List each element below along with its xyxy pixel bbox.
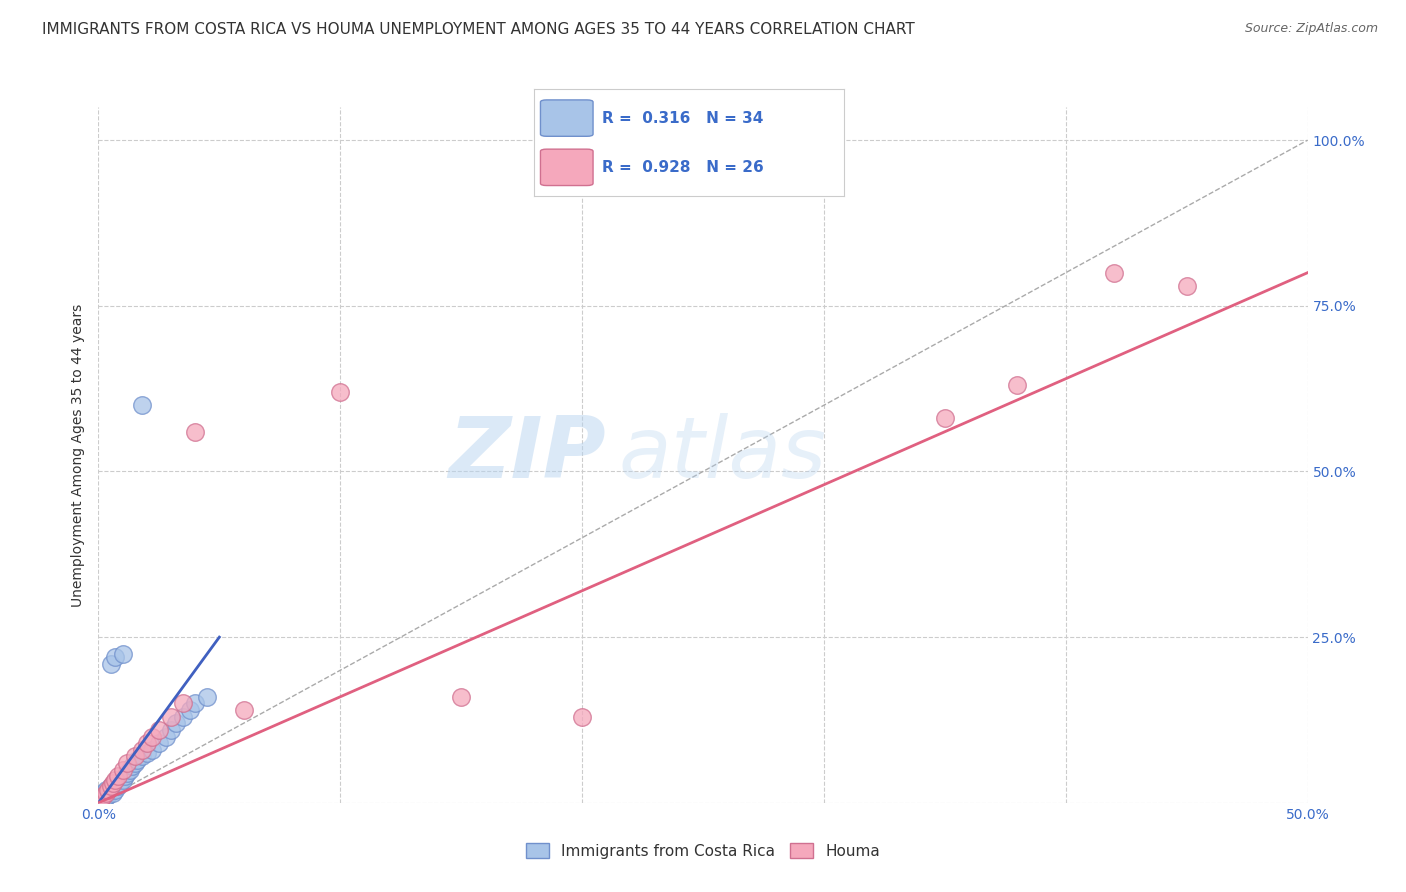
Point (127, 753, 149, 767)
Point (90, 792, 112, 806)
Point (184, 697, 207, 711)
Point (111, 763, 134, 777)
Text: R =  0.928   N = 26: R = 0.928 N = 26 (602, 160, 763, 175)
Text: IMMIGRANTS FROM COSTA RICA VS HOUMA UNEMPLOYMENT AMONG AGES 35 TO 44 YEARS CORRE: IMMIGRANTS FROM COSTA RICA VS HOUMA UNEM… (42, 22, 915, 37)
FancyBboxPatch shape (540, 100, 593, 136)
Point (1007, 378, 1029, 392)
Point (160, 709, 183, 723)
Point (94, 786, 117, 800)
Point (1102, 266, 1125, 280)
Point (124, 756, 146, 770)
Point (118, 763, 141, 777)
Point (160, 723, 183, 737)
Point (90, 792, 112, 806)
Point (571, 709, 593, 723)
Point (121, 759, 143, 773)
Point (131, 749, 153, 764)
Point (184, 425, 207, 439)
Point (100, 784, 122, 798)
Point (329, 384, 352, 399)
Point (91, 789, 114, 804)
Point (172, 697, 194, 711)
Point (117, 766, 139, 780)
Point (107, 779, 129, 793)
Point (97, 782, 120, 797)
Point (148, 723, 170, 737)
FancyBboxPatch shape (540, 149, 593, 186)
Point (91, 786, 114, 800)
Point (104, 782, 127, 797)
Point (100, 779, 122, 793)
Text: Source: ZipAtlas.com: Source: ZipAtlas.com (1244, 22, 1378, 36)
Point (100, 657, 122, 671)
Point (232, 703, 254, 717)
Point (104, 772, 127, 787)
Point (155, 730, 177, 744)
Point (165, 716, 187, 731)
Point (135, 736, 157, 750)
Point (179, 703, 201, 717)
Point (108, 776, 131, 790)
Point (111, 647, 134, 661)
Point (117, 756, 139, 770)
Point (195, 690, 218, 704)
Point (94, 790, 117, 805)
Point (141, 743, 163, 757)
Point (131, 398, 153, 412)
Text: R =  0.316   N = 34: R = 0.316 N = 34 (602, 111, 763, 126)
Point (148, 736, 170, 750)
Point (172, 709, 194, 723)
Y-axis label: Unemployment Among Ages 35 to 44 years: Unemployment Among Ages 35 to 44 years (72, 303, 86, 607)
Text: ZIP: ZIP (449, 413, 606, 497)
Point (450, 690, 472, 704)
Point (934, 411, 956, 425)
Legend: Immigrants from Costa Rica, Houma: Immigrants from Costa Rica, Houma (520, 837, 886, 864)
Point (91, 789, 114, 804)
Point (1175, 279, 1198, 293)
Point (111, 772, 134, 787)
Text: atlas: atlas (619, 413, 827, 497)
Point (104, 650, 127, 665)
Point (141, 730, 163, 744)
Point (114, 769, 136, 783)
Point (97, 788, 120, 802)
Point (135, 746, 157, 760)
Point (101, 776, 124, 790)
Point (124, 749, 146, 764)
Point (100, 779, 122, 793)
Point (131, 743, 153, 757)
Point (101, 786, 124, 800)
Point (94, 782, 117, 797)
Point (107, 769, 129, 783)
